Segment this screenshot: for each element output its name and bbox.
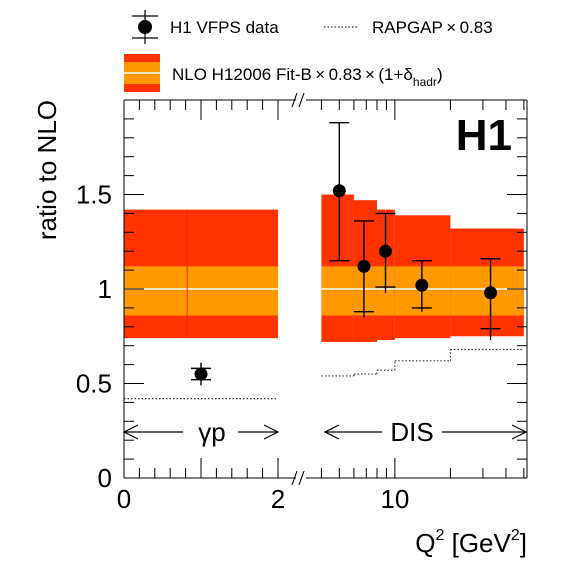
region-markers: γp DIS (122, 417, 528, 447)
gp-arrow-right-head (263, 424, 280, 440)
x-tick-label-0: 0 (117, 484, 131, 514)
axis-break-marks (291, 92, 305, 486)
legend-data-label: H1 VFPS data (170, 18, 279, 37)
y-tick-label-3: 1.5 (76, 180, 112, 210)
x-tick-label-1: 2 (271, 484, 285, 514)
x-axis-title-sup1: 2 (435, 527, 444, 544)
dis-nlo-inner-band-1 (353, 266, 377, 316)
y-tick-label-1: 0.5 (76, 369, 112, 399)
region-label-photoproduction: γp (198, 417, 225, 447)
gp-nlo-inner-band-0 (124, 266, 278, 316)
y-ticks: 0 0.5 1 1.5 (76, 118, 527, 493)
x-tick-label-2: 10 (380, 484, 409, 514)
dis-data-point-0 (332, 184, 346, 198)
x-axis-title-bracket: [GeV (444, 528, 511, 558)
dis-data-point-4 (484, 286, 498, 300)
legend-nlo-label-main: NLO H12006 Fit-B × 0.83 × (1+δ (172, 65, 413, 84)
y-tick-label-2: 1 (98, 274, 112, 304)
dis-data-point-2 (379, 244, 393, 258)
dis-nlo-inner-band-0 (321, 266, 354, 316)
experiment-label: H1 (456, 111, 512, 160)
legend-nlo-label-end: ) (437, 65, 443, 84)
x-axis-title: Q2 [GeV2] (415, 527, 527, 558)
y-axis-title: ratio to NLO (32, 100, 62, 240)
gp-data-point-0 (194, 367, 208, 381)
dis-data-point-1 (357, 259, 371, 273)
legend-rapgap-label: RAPGAP × 0.83 (372, 18, 493, 37)
legend: H1 VFPS data RAPGAP × 0.83 NLO H12006 Fi… (124, 10, 493, 92)
y-tick-label-0: 0 (98, 463, 112, 493)
region-label-dis: DIS (390, 417, 433, 447)
legend-data-marker (138, 20, 152, 34)
dis-arrow-right-head (511, 424, 528, 440)
axis-break-top-2 (298, 92, 305, 108)
plot-area (124, 121, 524, 400)
legend-nlo-label: NLO H12006 Fit-B × 0.83 × (1+δhadr) (172, 65, 443, 89)
axis-break-bottom-2 (298, 470, 305, 486)
dis-arrow-left-head (323, 424, 340, 440)
legend-nlo-label-sub: hadr (413, 75, 437, 89)
dis-data-point-3 (415, 278, 429, 292)
gp-arrow-left-head (122, 424, 139, 440)
x-axis-title-sup2: 2 (511, 527, 520, 544)
x-axis-title-main: Q (415, 528, 435, 558)
x-axis-title-end: ] (520, 528, 527, 558)
axis-break-top-1 (291, 92, 298, 108)
axis-break-bottom-1 (291, 470, 298, 486)
x-ticks: 0 2 10 (117, 100, 525, 514)
